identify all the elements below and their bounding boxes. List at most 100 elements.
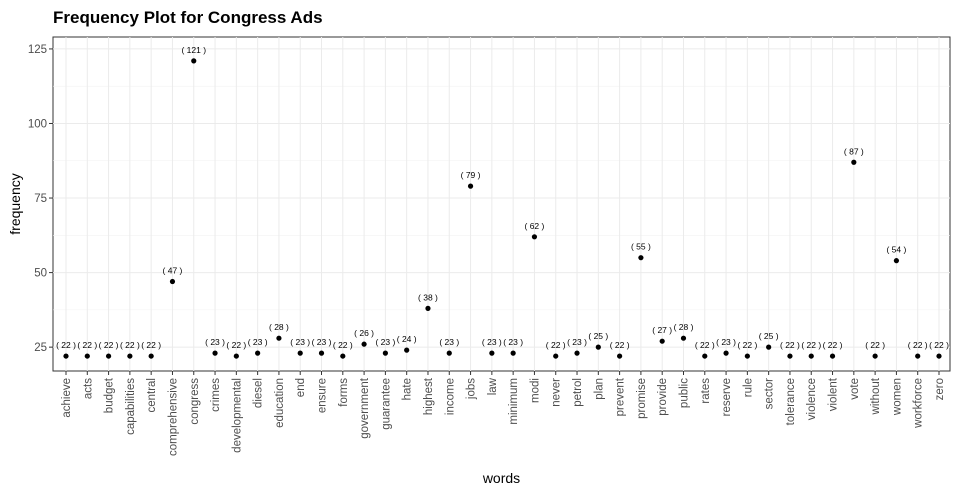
data-point xyxy=(702,353,708,359)
data-point xyxy=(191,58,197,64)
data-label: ( 121 ) xyxy=(181,45,206,55)
data-point xyxy=(148,353,154,359)
data-label: ( 54 ) xyxy=(886,245,906,255)
data-label: ( 22 ) xyxy=(929,340,949,350)
data-label: ( 28 ) xyxy=(269,322,289,332)
x-tick-label: workforce xyxy=(913,378,925,429)
data-label: ( 23 ) xyxy=(312,337,332,347)
data-point xyxy=(915,353,921,359)
x-tick-label: plan xyxy=(593,378,605,400)
x-tick-label: ensure xyxy=(317,378,329,413)
data-point xyxy=(489,350,495,356)
x-tick-label: modi xyxy=(529,378,541,403)
data-label: ( 26 ) xyxy=(354,328,374,338)
data-point xyxy=(893,258,900,264)
data-point xyxy=(680,335,687,341)
data-label: ( 23 ) xyxy=(248,337,268,347)
x-tick-label: vote xyxy=(849,378,861,400)
data-point xyxy=(63,353,69,359)
y-tick-label: 50 xyxy=(34,268,47,280)
data-point xyxy=(510,350,516,356)
x-tick-label: minimum xyxy=(508,378,520,425)
data-label: ( 24 ) xyxy=(397,334,417,344)
data-label: ( 38 ) xyxy=(418,292,438,302)
data-point xyxy=(851,159,857,165)
data-label: ( 62 ) xyxy=(525,221,545,231)
data-label: ( 22 ) xyxy=(737,340,757,350)
data-label: ( 47 ) xyxy=(163,266,183,276)
data-point xyxy=(169,278,176,285)
data-label: ( 22 ) xyxy=(801,340,821,350)
data-label: ( 25 ) xyxy=(759,331,779,341)
x-tick-label: crimes xyxy=(210,378,222,412)
data-label: ( 79 ) xyxy=(461,170,481,180)
x-tick-label: comprehensive xyxy=(167,378,179,456)
data-point xyxy=(276,335,282,341)
x-tick-label: violent xyxy=(828,377,840,411)
data-label: ( 22 ) xyxy=(780,340,800,350)
x-tick-label: capabilities xyxy=(125,378,137,435)
data-point xyxy=(574,350,580,356)
data-point xyxy=(467,183,474,189)
data-label: ( 23 ) xyxy=(375,337,395,347)
y-axis-ticks: 25 50 75 100 125 xyxy=(28,44,53,354)
plot-panel xyxy=(52,36,951,372)
data-point xyxy=(766,344,772,350)
x-tick-label: central xyxy=(146,378,158,413)
data-label: ( 22 ) xyxy=(99,340,119,350)
data-point xyxy=(936,353,942,359)
data-label: ( 22 ) xyxy=(610,340,630,350)
data-label: ( 25 ) xyxy=(588,331,608,341)
data-label: ( 23 ) xyxy=(503,337,523,347)
y-tick-label: 100 xyxy=(28,118,47,130)
data-label: ( 23 ) xyxy=(439,337,459,347)
y-tick-label: 125 xyxy=(28,44,47,56)
data-label: ( 22 ) xyxy=(77,340,97,350)
data-point xyxy=(829,353,836,359)
x-tick-label: prevent xyxy=(615,377,627,416)
data-point xyxy=(212,350,218,356)
x-tick-label: law xyxy=(487,377,499,395)
data-label: ( 23 ) xyxy=(290,337,310,347)
y-tick-label: 25 xyxy=(34,342,47,354)
x-tick-label: income xyxy=(444,378,456,415)
data-point xyxy=(255,350,261,356)
data-point xyxy=(787,353,793,359)
x-tick-label: budget xyxy=(104,377,116,413)
data-point xyxy=(595,344,601,350)
x-tick-label: forms xyxy=(338,378,350,407)
data-point xyxy=(404,347,410,353)
x-tick-label: developmental xyxy=(231,378,243,453)
x-axis-ticks: achieve acts budget capabilities central comp… xyxy=(61,371,946,456)
data-point xyxy=(318,350,325,356)
x-tick-label: petrol xyxy=(572,378,584,407)
data-point xyxy=(425,305,431,311)
data-point xyxy=(361,341,367,347)
data-label: ( 22 ) xyxy=(56,340,76,350)
data-label: ( 22 ) xyxy=(333,340,353,350)
data-point xyxy=(340,353,346,359)
x-tick-label: highest xyxy=(423,377,435,415)
x-tick-label: public xyxy=(678,378,690,408)
x-tick-label: tolerance xyxy=(785,378,797,425)
data-label: ( 28 ) xyxy=(674,322,694,332)
x-tick-label: guarantee xyxy=(380,378,392,430)
x-tick-label: education xyxy=(274,378,286,428)
data-label: ( 23 ) xyxy=(482,337,502,347)
data-label: ( 22 ) xyxy=(823,340,843,350)
grid-lines xyxy=(53,37,950,371)
data-label: ( 22 ) xyxy=(865,340,885,350)
x-tick-label: jobs xyxy=(466,378,478,400)
data-label: ( 23 ) xyxy=(716,337,736,347)
data-point xyxy=(872,353,878,359)
x-tick-label: rule xyxy=(742,378,754,397)
data-label: ( 23 ) xyxy=(567,337,587,347)
data-point xyxy=(84,353,90,359)
data-point xyxy=(744,353,750,359)
y-tick-label: 75 xyxy=(34,193,47,205)
x-tick-label: acts xyxy=(82,378,94,399)
data-point xyxy=(233,353,239,359)
x-tick-label: without xyxy=(870,377,882,415)
x-tick-label: zero xyxy=(934,378,946,400)
x-tick-label: achieve xyxy=(61,378,73,418)
